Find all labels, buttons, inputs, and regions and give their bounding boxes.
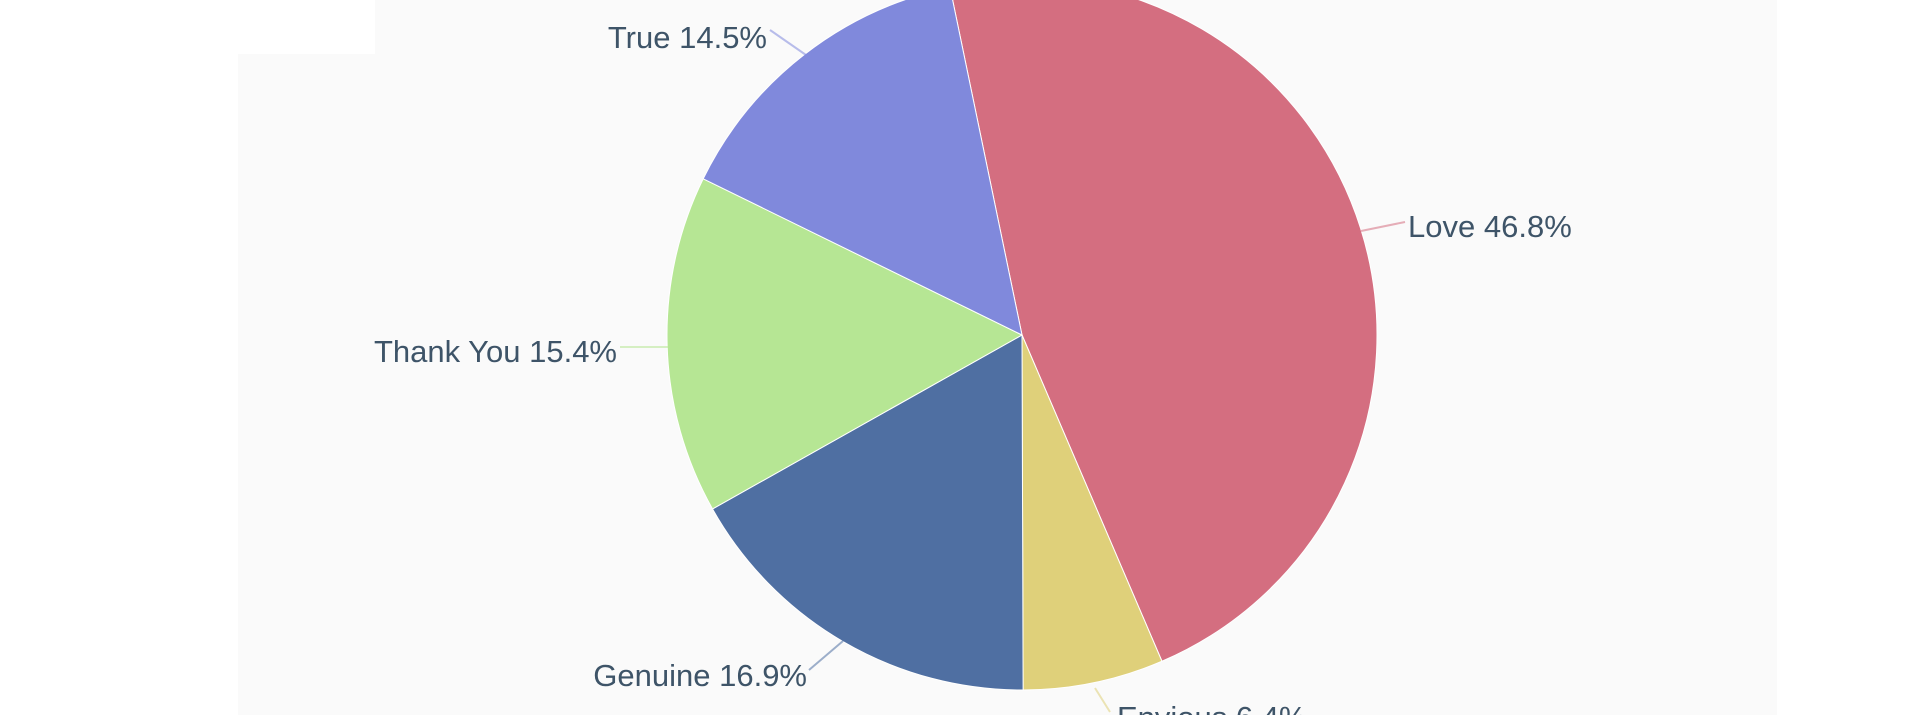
slice-label: Thank You 15.4% — [374, 334, 617, 369]
slice-value: 6.4% — [1236, 700, 1307, 715]
label-line — [808, 640, 844, 671]
label-line — [769, 29, 807, 56]
slice-value: 14.5% — [679, 20, 767, 55]
slice-label: Love 46.8% — [1408, 209, 1572, 244]
slice-label: True 14.5% — [608, 20, 767, 55]
pie-slice — [666, 178, 1024, 510]
slice-name: True — [608, 20, 671, 55]
label-line — [1360, 221, 1406, 232]
slice-label: Envious 6.4% — [1117, 700, 1307, 715]
slice-name: Love — [1408, 209, 1475, 244]
slice-name: Envious — [1117, 700, 1227, 715]
label-line — [1094, 687, 1111, 713]
slice-value: 15.4% — [529, 334, 617, 369]
pie-slice — [1021, 334, 1163, 691]
slice-value: 46.8% — [1484, 209, 1572, 244]
panel-notch — [238, 0, 375, 54]
slice-label: Genuine 16.9% — [593, 658, 807, 693]
slice-value: 16.9% — [719, 658, 807, 693]
slice-name: Thank You — [374, 334, 521, 369]
pie-slice — [952, 0, 1378, 662]
slice-name: Genuine — [593, 658, 710, 693]
